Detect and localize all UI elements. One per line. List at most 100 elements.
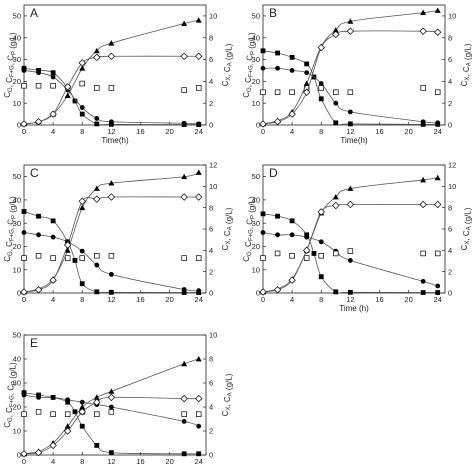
y-left-tick-label: 40: [13, 355, 21, 364]
data-point-square-filled: [260, 48, 266, 54]
data-point-diamond-open: [34, 286, 43, 294]
data-point-square-filled: [72, 258, 78, 263]
data-point-diamond-open: [63, 241, 72, 249]
y-left-tick-label: 0: [17, 289, 21, 298]
data-point-square-open: [94, 253, 100, 259]
x-tick-label: 24: [195, 295, 203, 304]
y-right-tick-label: 6: [209, 225, 213, 234]
data-point-square-open: [64, 411, 71, 417]
data-point-triangle-filled: [434, 7, 441, 13]
data-point-square-filled: [311, 251, 317, 256]
data-point-square-filled: [347, 289, 353, 295]
y-left-tick-label: 30: [13, 55, 21, 64]
data-point-triangle-filled: [420, 176, 427, 183]
panel-letter: E: [30, 336, 38, 350]
y-left-tick-label: 30: [252, 55, 260, 64]
data-point-square-filled: [36, 392, 41, 398]
data-point-square-filled: [196, 451, 202, 457]
y-right-tick-label: 2: [448, 99, 452, 108]
x-tick-label: 8: [80, 457, 84, 466]
data-point-triangle-filled: [108, 180, 115, 186]
y-right-tick-label: 6: [209, 55, 213, 64]
x-tick-label: 12: [107, 295, 115, 304]
data-point-square-filled: [318, 274, 324, 280]
data-point-circle-filled: [21, 392, 27, 398]
fit-curve: [262, 213, 438, 294]
y-left-tick-label: 30: [13, 379, 21, 388]
y-left-axis-label: CG, CF+G, CP (g/L): [3, 196, 17, 262]
data-point-square-open: [303, 255, 310, 261]
data-point-triangle-filled: [195, 17, 202, 23]
data-point-diamond-open: [107, 393, 116, 402]
data-point-circle-filled: [275, 232, 280, 238]
data-point-circle-filled: [65, 397, 71, 403]
data-point-circle-filled: [196, 288, 202, 294]
data-point-circle-filled: [333, 100, 339, 106]
data-point-square-open: [195, 85, 202, 91]
data-point-square-open: [420, 85, 426, 91]
x-tick-label: 0: [22, 295, 26, 304]
data-point-square-filled: [181, 451, 187, 457]
x-tick-label: 8: [319, 295, 323, 304]
y-right-tick-label: 2: [209, 267, 213, 276]
data-point-diamond-open: [434, 200, 442, 209]
data-point-triangle-filled: [181, 360, 188, 367]
y-right-tick-label: 10: [209, 12, 217, 21]
y-left-tick-label: 10: [13, 427, 21, 436]
y-right-tick-label: 0: [209, 289, 213, 298]
fit-curve: [262, 50, 438, 126]
data-point-square-open: [79, 255, 85, 261]
y-left-tick-label: 10: [252, 99, 260, 108]
y-left-axis-label: CG, CF+G, CP (g/L): [3, 362, 17, 428]
data-point-triangle-filled: [434, 174, 441, 181]
data-point-square-open: [64, 255, 71, 261]
data-point-square-open: [108, 253, 115, 259]
data-point-circle-filled: [21, 68, 27, 73]
x-tick-label: 4: [51, 295, 55, 304]
data-point-triangle-filled: [195, 169, 202, 175]
x-tick-label: 20: [165, 127, 173, 136]
y-left-axis-label: CG, CF+G, CP (g/L): [3, 32, 17, 98]
data-point-diamond-open: [419, 27, 427, 35]
data-point-diamond-open: [346, 200, 355, 209]
x-tick-label: 8: [319, 127, 323, 136]
x-tick-label: 20: [404, 127, 412, 136]
data-point-circle-filled: [420, 278, 426, 284]
y-right-tick-label: 6: [448, 55, 452, 64]
y-right-tick-label: 12: [209, 161, 217, 170]
data-point-diamond-open: [107, 193, 116, 201]
y-left-tick-label: 50: [13, 172, 21, 181]
data-point-square-open: [333, 89, 339, 96]
y-left-tick-label: 40: [13, 196, 21, 205]
data-point-diamond-open: [93, 195, 101, 203]
panel-letter: A: [30, 6, 38, 20]
data-point-triangle-filled: [181, 20, 188, 26]
data-point-diamond-open: [63, 427, 72, 435]
data-point-square-open: [50, 411, 56, 417]
x-tick-label: 4: [51, 127, 55, 136]
x-tick-label: 0: [261, 127, 265, 136]
fit-curve: [23, 19, 199, 125]
data-point-circle-filled: [318, 81, 324, 86]
data-point-square-filled: [260, 211, 266, 217]
data-point-circle-filled: [50, 74, 56, 80]
data-point-square-filled: [420, 121, 426, 127]
plot-frame: [262, 4, 446, 126]
data-point-diamond-open: [332, 30, 340, 39]
data-point-diamond-open: [259, 120, 267, 128]
x-tick-label: 16: [375, 127, 383, 136]
data-point-circle-filled: [275, 65, 280, 71]
data-point-circle-filled: [420, 119, 426, 125]
data-point-square-filled: [94, 443, 100, 448]
x-tick-label: 4: [290, 127, 294, 136]
data-point-circle-filled: [108, 404, 114, 410]
data-point-square-filled: [333, 120, 339, 126]
x-axis-label: Time(h): [340, 136, 368, 145]
y-left-tick-label: 10: [252, 265, 260, 274]
y-left-tick-label: 20: [13, 403, 21, 412]
x-tick-label: 12: [346, 295, 354, 304]
y-left-axis-label: CG, CF+G, CP (g/L): [242, 196, 256, 262]
data-point-triangle-filled: [79, 65, 86, 71]
